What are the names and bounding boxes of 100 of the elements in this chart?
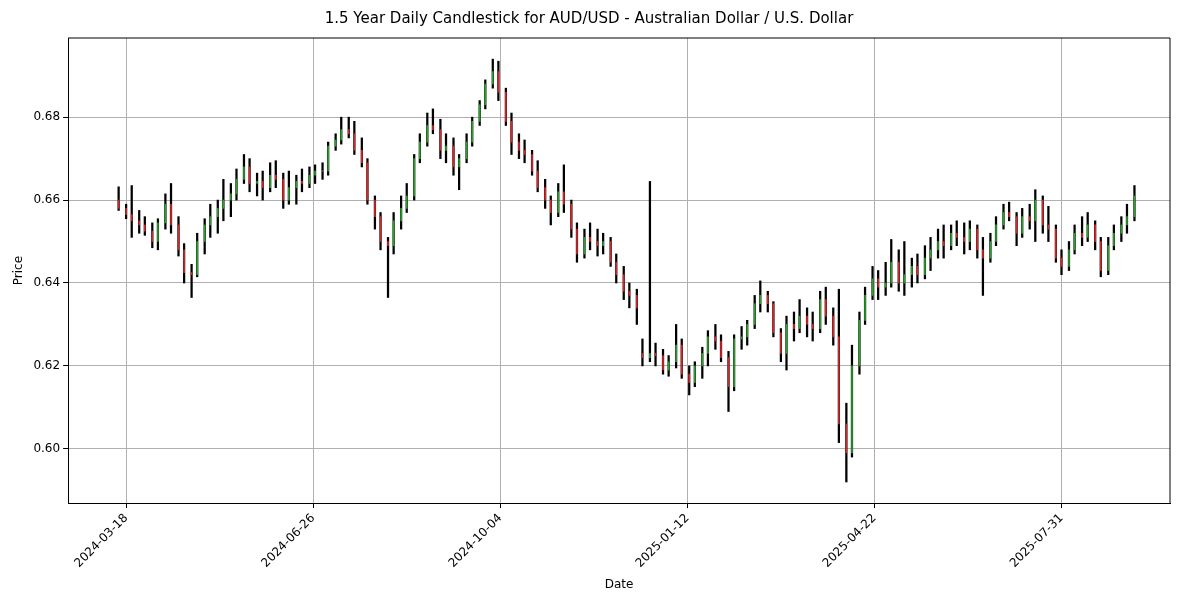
candlestick [923,245,927,280]
candlestick [949,224,953,251]
candlestick [360,137,363,168]
candlestick [1067,241,1071,271]
candlestick [478,100,481,126]
candlestick [562,164,565,213]
candlestick [1107,237,1110,276]
candlestick [287,170,290,205]
candlestick [759,280,762,313]
candlestick [124,203,128,220]
candlestick [824,286,827,325]
candlestick [688,365,691,396]
candlestick [693,361,696,387]
candlestick [837,288,840,443]
candlestick [832,307,835,346]
candlestick [910,257,913,288]
candlestick [1028,203,1031,230]
candlestick [203,218,206,255]
candlestick [517,133,521,159]
candlestick [544,179,547,209]
candlestick [300,168,304,193]
candlestick [549,195,552,226]
candlestick [648,181,652,363]
candlestick [130,185,133,238]
candlestick [255,172,259,197]
candlestick [1099,237,1102,278]
candlestick [242,154,246,184]
candlestick [282,172,285,209]
candlestick [706,330,710,367]
candlestick [457,154,461,191]
x-axis-title: Date [604,576,634,591]
candlestick [557,183,560,217]
candlestick [216,199,219,234]
candlestick [955,220,958,247]
candlestick [138,210,141,234]
candlestick [426,112,429,147]
candlestick [491,58,494,89]
candlestick [850,344,854,458]
candlestick [805,307,809,338]
candlestick [143,216,146,236]
candlestick [1094,220,1097,251]
chart-title: 1.5 Year Daily Candlestick for AUD/USD - Australian Dollar / U.S. Dollar [324,8,855,27]
y-tick-label: 0.64 [33,275,61,290]
candlestick [976,224,979,259]
candlestick [405,183,408,213]
candlestick [766,290,769,313]
candlestick [229,183,233,217]
candlestick [1054,224,1058,263]
candlestick [1086,212,1089,242]
candlestick [1112,224,1116,251]
candlestick [936,228,940,259]
candlestick [536,160,539,193]
candlestick [1125,203,1129,234]
candlestick [890,239,893,288]
candlestick [622,266,625,300]
candlestick [151,222,154,249]
candlestick [182,243,186,284]
candlestick [701,346,704,379]
candlestick [418,133,421,164]
candlestick [196,232,199,278]
candlestick [680,338,683,379]
candlestick [386,237,390,298]
candlestick [209,203,212,238]
candlestick [863,286,867,325]
y-axis-title: Price [11,255,26,286]
candlestick [431,108,435,135]
candlestick [981,237,985,296]
candlestick [602,232,605,255]
candlestick [968,220,971,251]
candlestick [399,195,403,230]
candlestick [779,328,783,363]
y-tick-label: 0.60 [33,440,61,455]
candlestick [471,116,474,147]
candlestick [588,222,592,251]
candlestick [994,216,998,247]
candlestick [484,79,487,110]
candlestick [897,249,900,292]
candlestick [719,334,723,363]
candlestick [674,324,678,369]
candlestick [1021,208,1024,238]
candlestick [413,154,416,201]
candlestick [261,170,264,201]
candlestick [1080,216,1084,247]
candlestick [373,195,377,230]
candlestick [792,311,796,342]
candlestick [274,160,277,188]
y-tick-label: 0.66 [33,192,61,207]
candlestick [444,133,448,164]
candlestick [661,348,665,375]
candlestick [169,183,173,234]
candlestick [340,116,343,145]
candlestick [313,164,317,184]
candlestick [269,162,272,193]
candlestick [877,270,880,300]
candlestick [530,150,534,176]
candlestick [811,311,814,342]
candlestick [635,288,638,325]
candlestick [327,141,330,176]
candlestick [753,295,756,329]
candlestick [819,290,822,334]
